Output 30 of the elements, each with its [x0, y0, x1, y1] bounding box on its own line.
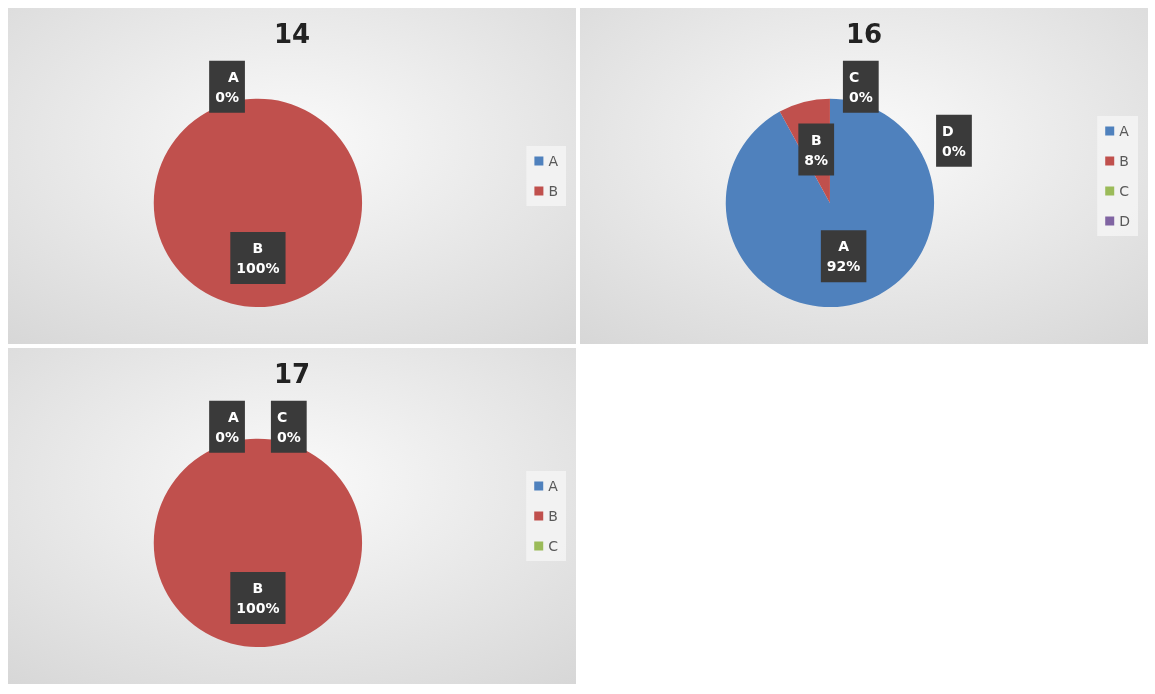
- legend-label: D: [1119, 213, 1130, 229]
- legend-label: B: [548, 183, 558, 199]
- slice-label: B: [252, 239, 264, 256]
- category-label: A: [228, 68, 239, 85]
- text: 0%: [215, 88, 239, 105]
- legend-label: C: [548, 538, 559, 554]
- legend-label: B: [1119, 153, 1129, 169]
- text: 0%: [942, 142, 966, 159]
- chart-title: 16: [845, 19, 883, 49]
- legend-label: B: [548, 508, 558, 524]
- data-label: 100%: [236, 599, 280, 616]
- category-label: C: [848, 68, 860, 85]
- chart-title: 14: [273, 19, 311, 49]
- text: 0%: [215, 428, 239, 445]
- slice-label: A: [838, 238, 850, 255]
- chart-title: 17: [273, 359, 311, 389]
- slice-label: B: [252, 579, 264, 596]
- data-label: 8%: [804, 151, 829, 168]
- data-label: 92%: [826, 258, 861, 275]
- text: 0%: [848, 88, 873, 105]
- category-label: A: [228, 408, 239, 425]
- category-label: D: [942, 122, 954, 139]
- data-label: 100%: [236, 259, 280, 276]
- legend-label: A: [1119, 123, 1130, 139]
- legend-label: A: [548, 478, 559, 494]
- category-label: C: [276, 408, 288, 425]
- slice-label: B: [810, 131, 822, 148]
- text: 0%: [276, 428, 301, 445]
- legend-label: C: [1119, 183, 1130, 199]
- legend-label: A: [548, 153, 559, 169]
